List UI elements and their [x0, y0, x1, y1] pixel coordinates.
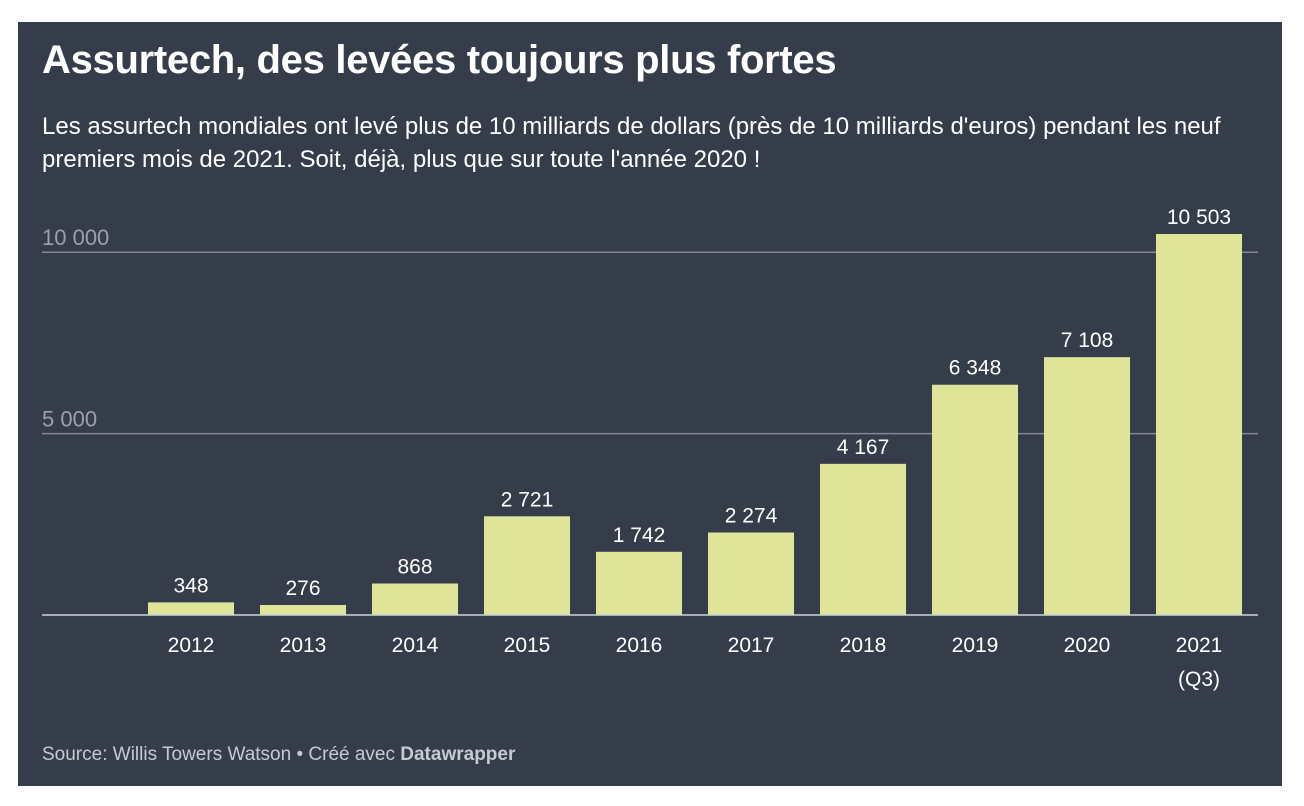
bar-chart: 5 000 10 000 348 2012 276 2013 868 2014 2 721 201… [42, 206, 1258, 691]
value-label: 2 721 [501, 488, 554, 511]
value-label: 7 108 [1061, 329, 1114, 352]
bar-2017 [708, 532, 794, 615]
bar-2014 [372, 583, 458, 615]
x-tick-label: 2015 [504, 634, 551, 657]
value-label: 868 [397, 556, 432, 579]
x-tick-label: (Q3) [1178, 668, 1220, 691]
x-tick-label: 2018 [840, 634, 887, 657]
x-tick-label: 2014 [392, 634, 439, 657]
value-label: 4 167 [837, 436, 890, 459]
y-tick-label: 10 000 [42, 225, 109, 250]
x-tick-label: 2020 [1064, 634, 1111, 657]
bar-2019 [932, 384, 1018, 615]
chart-card: Assurtech, des levées toujours plus fort… [18, 22, 1282, 786]
bar-2013 [260, 604, 346, 615]
value-label: 276 [285, 577, 320, 600]
chart-subtitle: Les assurtech mondiales ont levé plus de… [42, 113, 1221, 173]
datawrapper-brand: Datawrapper [400, 744, 516, 765]
bar-2020 [1044, 357, 1130, 615]
x-tick-label: 2021 [1176, 634, 1223, 657]
value-label: 348 [173, 574, 208, 597]
bar-2018 [820, 463, 906, 615]
bar-2016 [596, 551, 682, 615]
bar-2015 [484, 516, 570, 615]
source-text: Source: Willis Towers Watson • Créé avec [42, 744, 401, 765]
chart-title: Assurtech, des levées toujours plus fort… [42, 38, 837, 82]
y-tick-label: 5 000 [42, 407, 97, 432]
value-label: 10 503 [1167, 206, 1231, 229]
bar-2012 [148, 602, 234, 615]
x-tick-label: 2012 [168, 634, 215, 657]
value-label: 6 348 [949, 357, 1002, 380]
source-note: Source: Willis Towers Watson • Créé avec… [42, 744, 515, 766]
x-tick-label: 2013 [280, 634, 327, 657]
x-tick-label: 2016 [616, 634, 663, 657]
x-tick-label: 2019 [952, 634, 999, 657]
x-tick-label: 2017 [728, 634, 775, 657]
value-label: 1 742 [613, 524, 666, 547]
value-label: 2 274 [725, 505, 778, 528]
bar-2021 [1156, 234, 1242, 615]
